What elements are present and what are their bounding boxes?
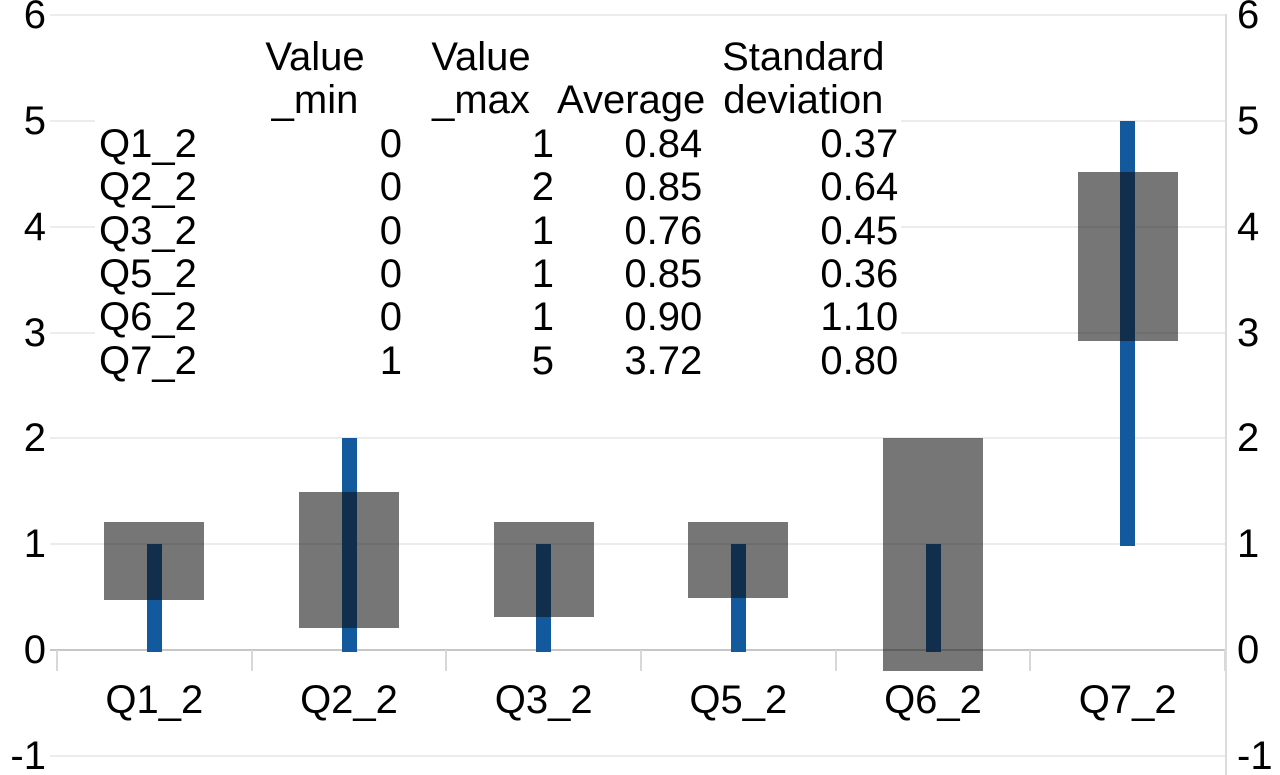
table-row-Q5_2: Q5_2 0 1 0.85 0.36 — [95, 252, 901, 297]
y-left-label-3: 3 — [23, 310, 46, 355]
y-right-label-4: 4 — [1237, 204, 1260, 249]
table-row-Q7_2: Q7_2 1 5 3.72 0.80 — [95, 338, 901, 383]
table-cell: 2 — [531, 165, 554, 210]
x-label-Q5_2: Q5_2 — [689, 678, 788, 722]
table-cell: 1 — [531, 208, 554, 253]
table-cell: 1 — [379, 338, 402, 383]
table-cell: 0 — [379, 121, 402, 166]
stdev-box-Q6_2 — [883, 438, 983, 672]
gridline-2 — [50, 437, 1225, 440]
table-cell: 1 — [531, 295, 554, 340]
table-cell: 0.45 — [820, 208, 899, 253]
table-cell: 0.37 — [820, 121, 899, 166]
table-header-cell-4: Standard deviation — [722, 35, 885, 123]
y-right-label-1: 1 — [1237, 522, 1260, 567]
x-label-Q6_2: Q6_2 — [884, 678, 982, 722]
table-cell: 5 — [531, 338, 554, 383]
x-label-Q7_2: Q7_2 — [1078, 678, 1177, 722]
table-cell: Q3_2 — [99, 208, 197, 253]
table-cell: 0.36 — [820, 252, 899, 297]
y-left-label-6: 6 — [23, 0, 46, 38]
x-label-Q1_2: Q1_2 — [105, 678, 204, 722]
table-cell: 0.90 — [624, 295, 703, 340]
chart-data-table: Value _min Value _max Average Standard deviati… — [95, 35, 902, 384]
y-right-label--1: -1 — [1237, 733, 1273, 775]
table-cell: Q1_2 — [99, 121, 197, 166]
table-cell: 0 — [379, 252, 402, 297]
y-right-label-6: 6 — [1237, 0, 1260, 38]
x-axis-tick-5 — [1029, 650, 1032, 671]
y-left-label--1: -1 — [10, 733, 46, 775]
y-left-label-5: 5 — [23, 98, 46, 143]
stdev-box-Q5_2 — [688, 521, 789, 599]
table-cell: 0.85 — [624, 252, 703, 297]
table-header-cell-2: Value _max — [431, 35, 531, 123]
gridline--1 — [50, 754, 1225, 757]
y-left-label-4: 4 — [23, 204, 46, 249]
x-axis-tick-0 — [56, 650, 58, 671]
y-right-label-0: 0 — [1237, 628, 1260, 672]
stdev-box-Q1_2 — [104, 521, 205, 601]
table-header-cell-1: Value _min — [265, 35, 365, 123]
table-cell: Q2_2 — [99, 165, 197, 210]
table-cell: 0.76 — [624, 208, 703, 253]
table-cell: 0.80 — [820, 338, 899, 383]
table-cell: 1.10 — [820, 295, 899, 340]
y-left-label-2: 2 — [23, 416, 46, 461]
y-left-label-0: 0 — [23, 628, 46, 672]
table-row-Q3_2: Q3_2 0 1 0.76 0.45 — [95, 208, 901, 253]
table-cell: 1 — [531, 252, 554, 297]
x-label-Q2_2: Q2_2 — [300, 678, 398, 722]
table-cell: 0.64 — [820, 165, 899, 210]
zero-gridline — [50, 649, 1225, 651]
y-left-label-1: 1 — [23, 522, 46, 567]
table-header-row: Value _min Value _max Average Standard deviati… — [95, 35, 901, 123]
x-label-Q3_2: Q3_2 — [494, 678, 593, 722]
table-cell: Q7_2 — [99, 338, 197, 383]
table-cell: 0 — [379, 165, 402, 210]
gridline-6 — [50, 14, 1225, 17]
y-right-label-2: 2 — [1237, 416, 1260, 461]
table-cell: 0 — [379, 208, 402, 253]
table-row-Q1_2: Q1_2 0 1 0.84 0.37 — [95, 121, 901, 166]
x-axis-tick-4 — [834, 650, 837, 671]
table-cell: 0 — [379, 295, 402, 340]
table-cell: Q5_2 — [99, 252, 197, 297]
table-cell: 1 — [531, 121, 554, 166]
plot-right-border — [1225, 14, 1227, 775]
stdev-box-Q2_2 — [299, 492, 399, 628]
table-cell: Q6_2 — [99, 295, 197, 340]
table-header-cell-0 — [95, 36, 225, 123]
table-cell: 0.84 — [624, 121, 703, 166]
stdev-box-Q3_2 — [493, 521, 594, 618]
table-cell: 0.85 — [624, 165, 703, 210]
gridline-1 — [50, 543, 1225, 546]
table-header-cell-3: Average — [557, 78, 706, 123]
x-axis-tick-2 — [445, 650, 448, 671]
table-cell: 3.72 — [624, 338, 703, 383]
x-axis-tick-3 — [640, 650, 642, 671]
y-right-label-5: 5 — [1237, 98, 1260, 143]
table-row-Q6_2: Q6_2 0 1 0.90 1.10 — [95, 295, 901, 340]
x-axis-tick-1 — [250, 650, 253, 671]
table-row-Q2_2: Q2_2 0 2 0.85 0.64 — [95, 165, 901, 210]
stdev-box-Q7_2 — [1077, 171, 1178, 341]
y-right-label-3: 3 — [1237, 310, 1260, 355]
